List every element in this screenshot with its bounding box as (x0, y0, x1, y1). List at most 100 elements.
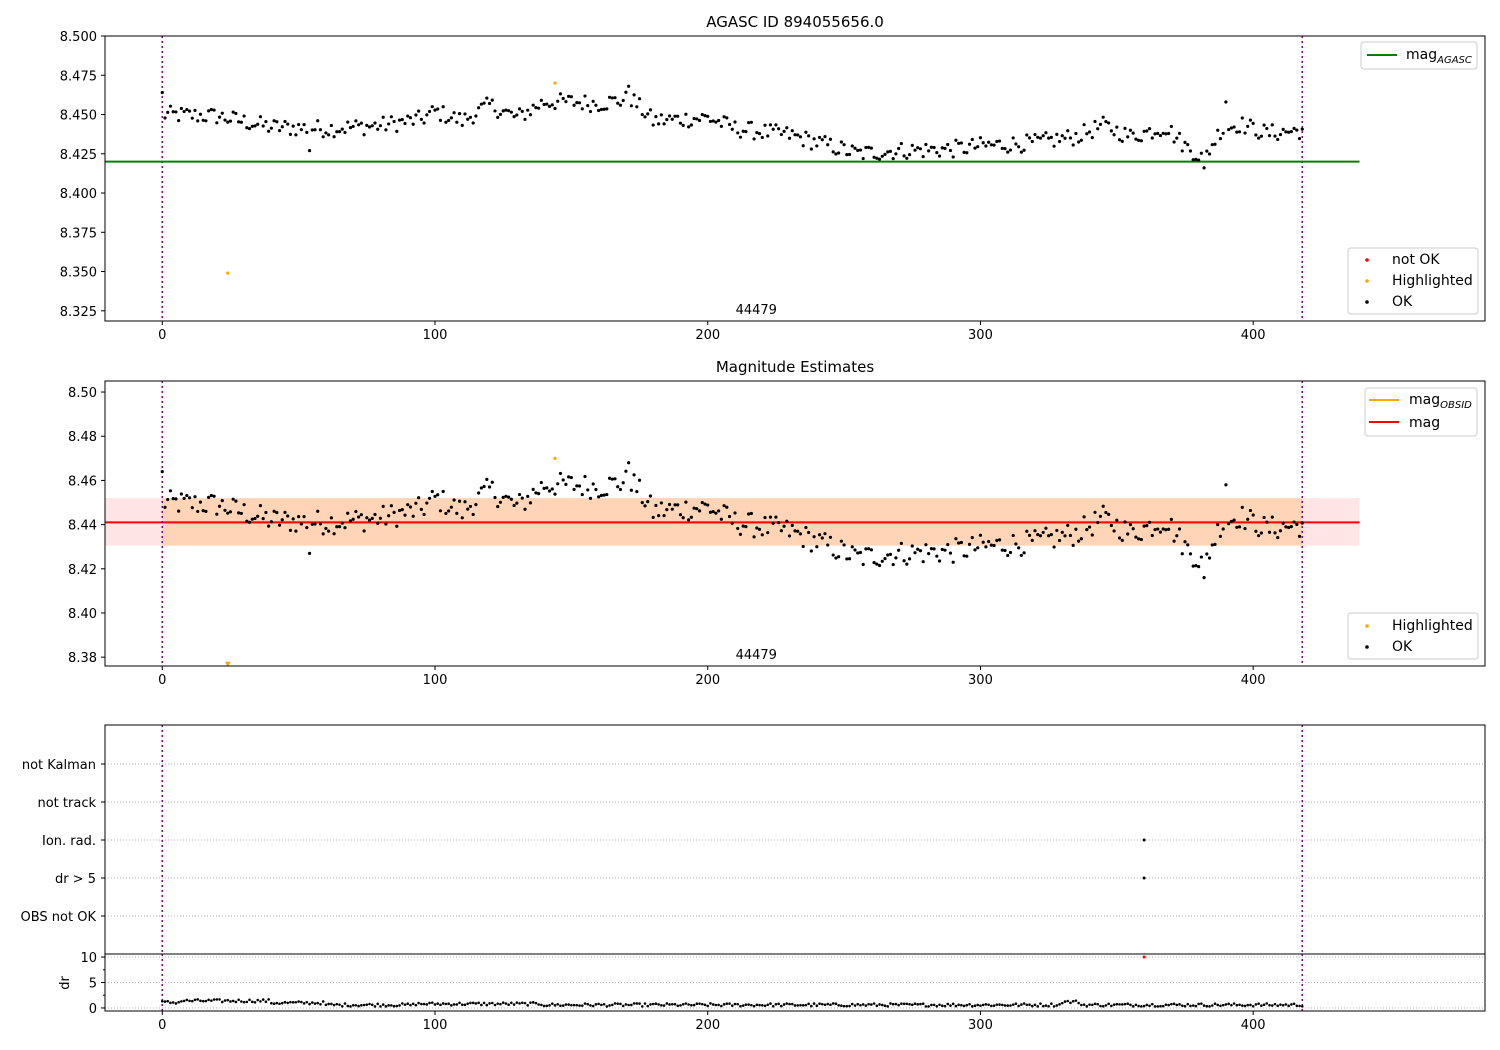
ok-point (1150, 136, 1154, 140)
x-tick-label: 300 (968, 1018, 993, 1033)
dr-point (259, 1000, 262, 1003)
ok-point (1052, 144, 1056, 148)
ok-point (1281, 127, 1285, 131)
dr-point (545, 1004, 549, 1008)
ok-point (163, 505, 167, 509)
ok-point (187, 496, 192, 500)
ok-point (902, 154, 906, 158)
ok-point (220, 499, 224, 503)
obsid-label: 44479 (736, 648, 777, 663)
dr-point (1096, 1002, 1100, 1006)
ok-point (670, 507, 674, 511)
ok-point (856, 551, 860, 555)
ok-point (1019, 150, 1023, 154)
ok-point (283, 510, 287, 514)
ok-point (888, 149, 893, 153)
ok-point (858, 550, 863, 555)
ok-point (1205, 149, 1209, 153)
ok-point (646, 112, 650, 116)
flag-category-label: Ion. rad. (42, 834, 96, 849)
ok-point (198, 112, 203, 116)
ok-point (1284, 525, 1288, 529)
ok-point (307, 551, 312, 555)
ok-point (558, 471, 563, 476)
ok-point (727, 514, 732, 519)
ok-point (1017, 546, 1021, 550)
ok-point (482, 484, 486, 489)
ok-point (1167, 131, 1171, 136)
dr-point (163, 1000, 167, 1003)
ok-point (703, 502, 707, 506)
dr-point (302, 1002, 306, 1005)
dr-point (1257, 1002, 1260, 1005)
dr-point (387, 1004, 390, 1007)
ok-point (1096, 127, 1100, 131)
ok-point (1172, 539, 1176, 543)
dr-point (1082, 1003, 1086, 1006)
dr-point (1088, 1003, 1091, 1006)
ok-point (929, 547, 933, 551)
dr-point (1183, 1004, 1187, 1008)
legend-mag-obsid: magOBSID (1409, 392, 1472, 411)
ok-point (607, 95, 612, 99)
ok-point (599, 107, 603, 112)
dr-point (752, 1004, 756, 1008)
dr-point (1235, 1003, 1239, 1007)
ok-point (891, 157, 895, 161)
ok-point (962, 554, 966, 558)
ok-point (340, 521, 344, 525)
dr-point (400, 1002, 404, 1005)
dr-point (823, 1003, 827, 1007)
ok-point (1074, 527, 1078, 531)
dr-point (831, 1002, 835, 1005)
ok-point (376, 521, 380, 525)
dr-point (725, 1002, 729, 1005)
ok-point (1128, 128, 1133, 132)
dr-point (229, 1000, 232, 1003)
ok-point (580, 107, 584, 111)
dr-point (455, 1003, 459, 1006)
ok-point (665, 508, 669, 512)
ok-point (275, 120, 279, 124)
dr-point (815, 1004, 819, 1008)
ok-point (1090, 135, 1094, 140)
dr-point (414, 1003, 418, 1007)
ok-point (1205, 552, 1209, 556)
dr-point (706, 1004, 710, 1008)
ok-point (1085, 132, 1089, 136)
dr-point (1224, 1003, 1228, 1006)
ok-point (984, 144, 988, 148)
dr-point (1232, 1002, 1236, 1005)
ok-point (1137, 537, 1141, 541)
ok-point (1169, 517, 1173, 521)
ok-point (924, 142, 928, 147)
dr-point (433, 1003, 437, 1006)
ok-point (798, 532, 803, 536)
dr-point (883, 1004, 887, 1008)
ok-point (853, 146, 857, 150)
ok-point (828, 137, 833, 141)
ok-point (400, 508, 404, 512)
ok-point (1227, 127, 1231, 132)
dr-point (567, 1003, 570, 1006)
dr-point (1213, 1002, 1217, 1005)
dr-point (529, 1001, 532, 1004)
ok-point (485, 96, 489, 100)
dr-point (867, 1002, 870, 1006)
ok-point (1126, 135, 1130, 139)
ok-point (869, 146, 873, 150)
ok-point (616, 101, 620, 105)
dr-point (300, 1000, 303, 1004)
ok-point (877, 157, 882, 161)
ok-point (1096, 520, 1100, 525)
ok-point (526, 108, 530, 112)
ok-point (1161, 131, 1165, 135)
ok-point (433, 494, 437, 498)
ok-point (913, 148, 917, 152)
ok-point (1267, 530, 1272, 534)
ok-point (801, 144, 805, 148)
ok-point (466, 117, 470, 121)
ok-point (1098, 122, 1103, 126)
ok-point (1139, 139, 1143, 143)
ok-point (520, 496, 524, 500)
